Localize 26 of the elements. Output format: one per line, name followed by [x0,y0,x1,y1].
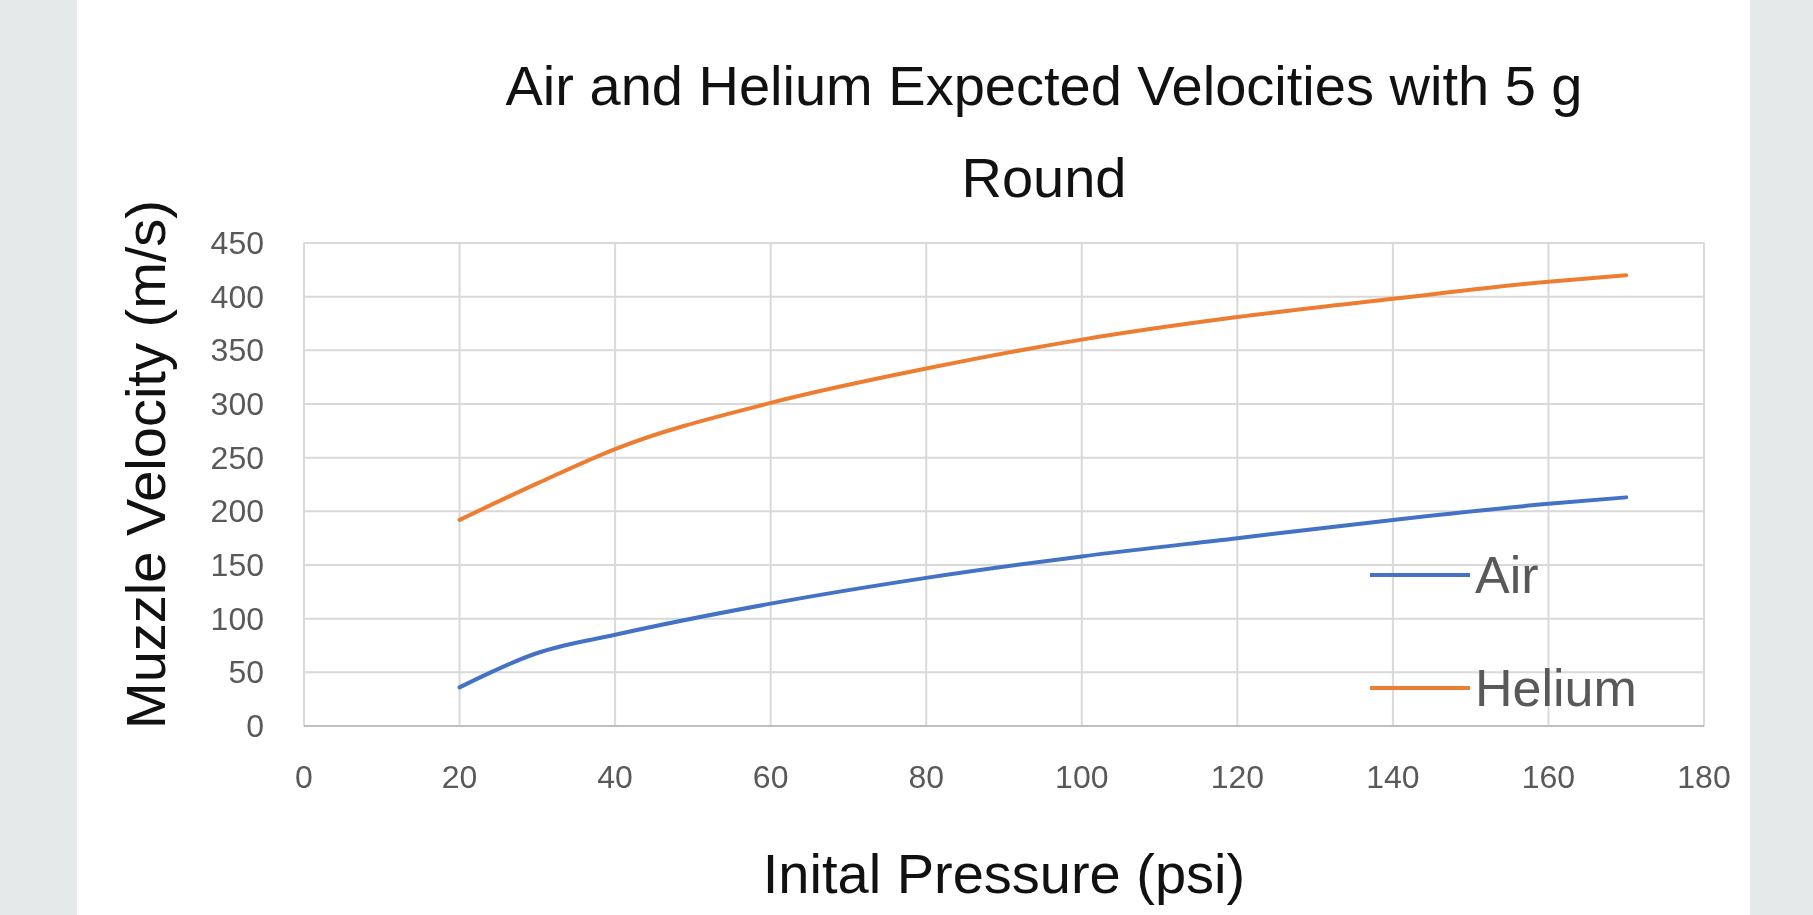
y-tick-label: 100 [210,600,264,637]
x-tick-label: 120 [1210,759,1265,795]
y-tick-label: 50 [228,654,264,691]
y-axis-title: Muzzle Velocity (m/s) [114,200,177,729]
x-tick-label: 40 [597,759,633,795]
y-tick-label: 0 [246,708,264,744]
x-tick-label: 0 [295,759,313,795]
y-tick-label: 450 [210,225,264,261]
chart-title: Air and Helium Expected Velocities with 5 g Round [505,54,1583,209]
y-tick-label: 400 [210,278,264,315]
x-axis-title: Inital Pressure (psi) [762,842,1246,905]
y-tick-label: 150 [210,547,264,583]
y-tick-label: 250 [210,439,264,476]
x-tick-label: 60 [752,759,789,795]
x-tick-label: 180 [1677,759,1731,795]
x-tick-label: 160 [1521,759,1576,795]
x-tick-label: 140 [1366,759,1420,795]
x-tick-label: 20 [441,759,478,795]
legend-label: Helium [1475,659,1637,717]
y-tick-label: 200 [210,493,264,530]
line-series [457,273,1629,522]
legend-label: Air [1475,546,1539,604]
x-tick-label: 100 [1055,759,1109,795]
y-tick-label: 300 [210,386,264,422]
y-tick-label: 350 [210,332,264,369]
x-tick-label: 80 [908,759,945,795]
